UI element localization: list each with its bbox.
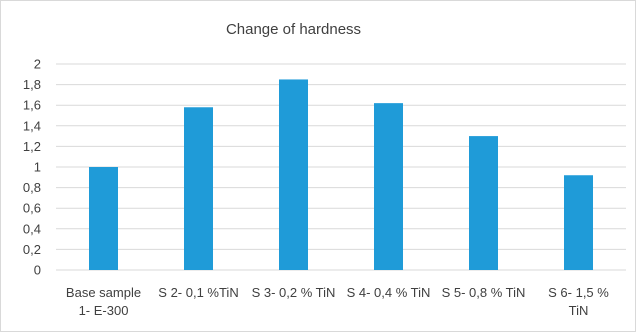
x-category-label: S 2- 0,1 %TiN [158, 285, 238, 300]
y-tick-label: 1,2 [23, 139, 41, 154]
y-tick-label: 1,6 [23, 98, 41, 113]
bar [89, 167, 118, 270]
y-axis-ticks: 0 0,2 0,4 0,6 0,8 1 1,2 1,4 1,6 1,8 2 [23, 57, 41, 278]
y-tick-label: 0,6 [23, 201, 41, 216]
y-tick-label: 0,8 [23, 180, 41, 195]
x-category-label: S 3- 0,2 % TiN [252, 285, 336, 300]
bar [374, 103, 403, 270]
x-category-label: S 5- 0,8 % TiN [442, 285, 526, 300]
y-tick-label: 2 [34, 57, 41, 72]
x-axis-categories: Base sample 1- E-300 S 2- 0,1 %TiN S 3- 0,2… [66, 285, 609, 318]
x-category-label: S 4- 0,4 % TiN [347, 285, 431, 300]
bar [564, 175, 593, 270]
y-tick-label: 0,4 [23, 221, 41, 236]
y-tick-label: 0 [34, 263, 41, 278]
x-category-label: Base sample 1- E-300 [66, 285, 141, 318]
x-category-label: S 6- 1,5 % TiN [548, 285, 609, 318]
bar [184, 107, 213, 270]
y-tick-label: 1,8 [23, 77, 41, 92]
bars [89, 79, 593, 270]
y-tick-label: 1 [34, 160, 41, 175]
y-tick-label: 1,4 [23, 118, 41, 133]
chart-title: Change of hardness [225, 21, 362, 38]
y-tick-label: 0,2 [23, 242, 41, 257]
bar [469, 136, 498, 270]
gridlines [56, 63, 626, 271]
bar [279, 79, 308, 270]
